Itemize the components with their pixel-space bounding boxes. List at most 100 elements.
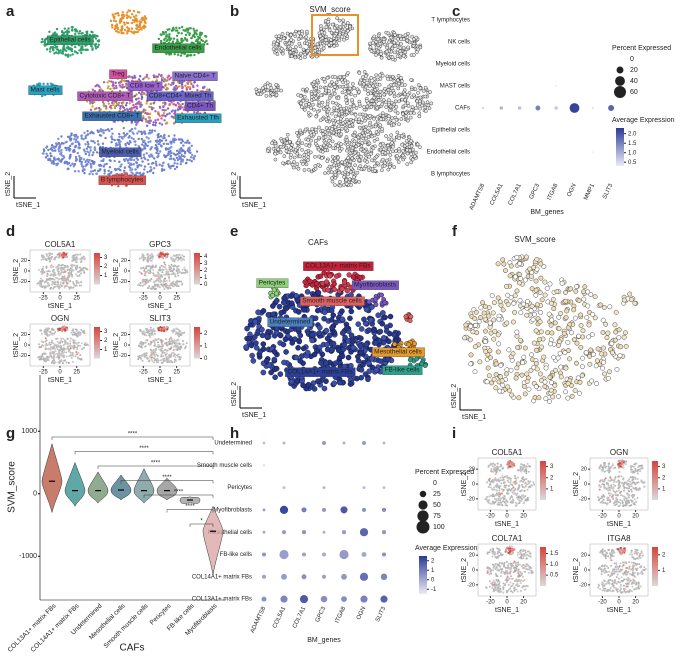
- cell-point: [174, 333, 177, 336]
- cell-point: [396, 93, 401, 98]
- cell-point: [405, 148, 410, 152]
- cell-point: [406, 118, 410, 123]
- cell-point: [69, 342, 72, 345]
- cell-point: [136, 132, 139, 135]
- cell-point: [171, 273, 174, 276]
- cell-point: [193, 110, 196, 114]
- cell-point: [118, 135, 121, 139]
- cell-point: [314, 96, 318, 101]
- dot: [535, 105, 541, 111]
- cell-point: [79, 49, 82, 52]
- cell-point: [164, 114, 167, 118]
- cell-point: [190, 159, 193, 163]
- cell-point: [83, 150, 87, 153]
- cell-point: [125, 101, 128, 105]
- cell-point: [357, 180, 361, 184]
- cell-point: [162, 142, 166, 146]
- cell-point: [80, 268, 83, 271]
- cell-point: [115, 172, 119, 176]
- cell-point: [170, 29, 174, 32]
- cell-point: [133, 31, 136, 34]
- cell-point: [91, 105, 94, 108]
- cell-point: [345, 138, 350, 143]
- legend-dot: [614, 86, 626, 98]
- legend-label: 50: [433, 502, 441, 509]
- cell-point: [309, 92, 314, 96]
- dot: [280, 595, 288, 603]
- cell-point: [137, 144, 140, 148]
- cell-point: [69, 351, 72, 354]
- cell-point: [66, 285, 69, 288]
- cell-point: [113, 120, 116, 124]
- cell-point: [152, 272, 155, 275]
- cell-point: [105, 107, 108, 110]
- cell-point: [195, 150, 199, 153]
- cell-point: [143, 283, 146, 286]
- cell-point: [119, 18, 122, 21]
- cluster-label: Cytotoxic CD8+ T: [80, 93, 131, 100]
- colorbar: [94, 253, 100, 285]
- cell-point: [140, 137, 144, 141]
- cell-point: [135, 24, 138, 27]
- cell-point: [129, 16, 132, 19]
- cell-point: [93, 34, 96, 37]
- cell-point: [76, 135, 79, 138]
- cell-point: [61, 252, 64, 255]
- cell-point: [157, 283, 160, 286]
- cell-point: [48, 30, 51, 34]
- y-tick-label: 0: [124, 268, 127, 274]
- cell-point: [299, 51, 303, 56]
- cell-point: [134, 127, 137, 130]
- cell-point: [58, 342, 61, 345]
- cell-point: [201, 39, 204, 43]
- cell-point: [386, 137, 391, 141]
- cell-point: [137, 97, 140, 100]
- cell-point: [361, 75, 365, 79]
- x-axis-label: tSNE_1: [48, 377, 72, 384]
- cell-point: [405, 142, 410, 147]
- cell-point: [160, 279, 163, 282]
- cell-point: [161, 268, 164, 271]
- cell-point: [390, 141, 394, 145]
- row-label: FB-like cells: [220, 552, 252, 558]
- cell-point: [184, 84, 187, 87]
- cell-point: [51, 269, 54, 272]
- cell-point: [190, 41, 193, 44]
- cell-point: [63, 351, 66, 354]
- x-tick-label: 25: [73, 296, 80, 302]
- cell-point: [162, 257, 165, 260]
- cell-point: [103, 172, 106, 175]
- cell-point: [193, 80, 196, 84]
- cell-point: [71, 28, 74, 31]
- cell-point: [47, 257, 50, 260]
- cell-point: [72, 331, 75, 334]
- cell-point: [337, 112, 341, 117]
- row-label: NK cells: [448, 40, 470, 46]
- cell-point: [144, 144, 147, 147]
- cell-point: [149, 254, 152, 257]
- cell-point: [115, 86, 118, 90]
- cell-point: [267, 146, 272, 151]
- row-label: CAFs: [455, 106, 470, 112]
- cell-point: [150, 146, 154, 149]
- cell-point: [159, 74, 163, 78]
- cell-point: [174, 29, 178, 32]
- cell-point: [128, 130, 131, 133]
- cell-point: [408, 111, 413, 115]
- cell-point: [51, 253, 54, 256]
- cell-point: [127, 165, 131, 168]
- cell-point: [367, 154, 371, 159]
- cell-point: [206, 88, 209, 91]
- cell-point: [313, 127, 318, 132]
- cell-point: [155, 145, 159, 149]
- cell-point: [99, 163, 102, 167]
- cell-point: [168, 102, 171, 106]
- dot: [320, 595, 328, 603]
- cell-point: [175, 26, 178, 30]
- cell-point: [81, 46, 84, 49]
- cell-point: [140, 272, 143, 275]
- cell-point: [148, 112, 152, 116]
- cell-point: [372, 133, 377, 138]
- cell-point: [145, 136, 148, 139]
- cell-point: [80, 348, 83, 351]
